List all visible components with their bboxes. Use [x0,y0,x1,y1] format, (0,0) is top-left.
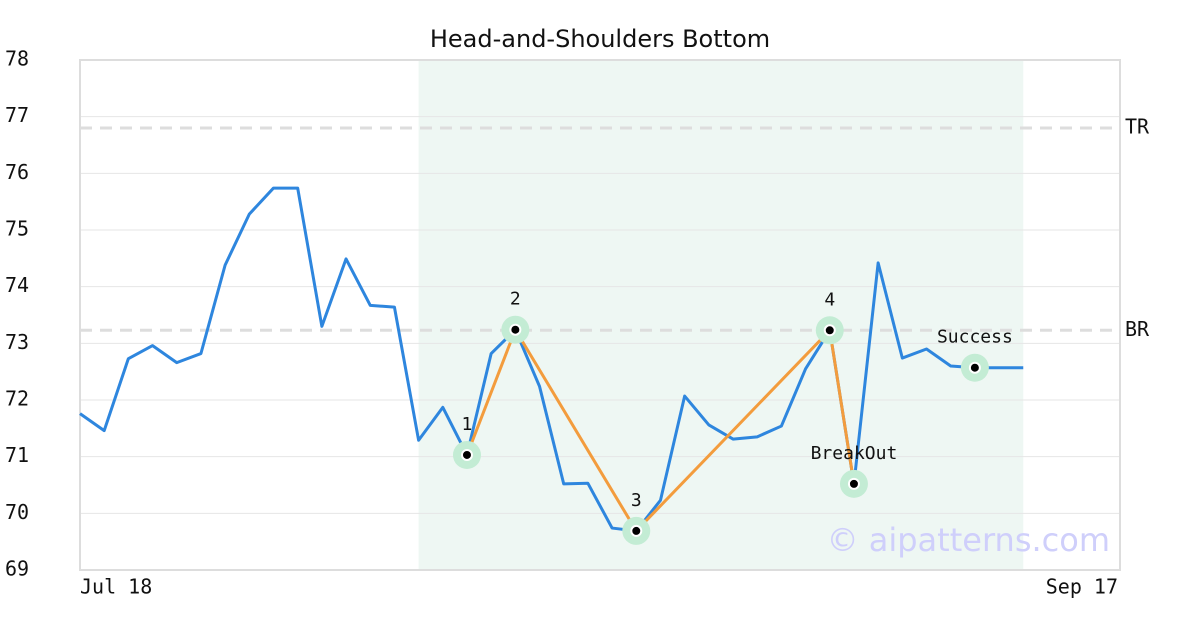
x-tick-label: Sep 17 [1046,575,1118,599]
y-tick-label: 76 [5,160,29,184]
level-label: BR [1125,317,1150,341]
pattern-point [460,448,473,461]
pattern-point-label: 2 [510,289,521,310]
y-tick-label: 78 [5,47,29,71]
price-line [79,186,1024,533]
y-tick-label: 70 [5,500,29,524]
pattern-point-label: 3 [631,490,642,511]
y-tick-label: 72 [5,387,29,411]
y-tick-label: 74 [5,273,29,297]
y-tick-label: 69 [5,557,29,581]
pattern-point-label: Success [937,327,1013,348]
pattern-point [823,324,836,337]
watermark: © aipatterns.com [827,521,1110,559]
chart-title: Head-and-Shoulders Bottom [430,25,770,53]
pattern-region [418,60,1024,570]
pattern-point [968,361,981,374]
pattern-point-label: BreakOut [811,443,898,464]
level-label: TR [1125,115,1150,139]
pattern-point [509,323,522,336]
pattern-point-label: 1 [462,414,473,435]
pattern-point-label: 4 [824,289,835,310]
y-tick-label: 75 [5,217,29,241]
pattern-point [847,477,860,490]
y-tick-label: 71 [5,443,29,467]
y-tick-label: 77 [5,103,29,127]
x-tick-label: Jul 18 [80,575,152,599]
plot-frame [79,59,1121,571]
pattern-point [630,524,643,537]
y-tick-label: 73 [5,330,29,354]
